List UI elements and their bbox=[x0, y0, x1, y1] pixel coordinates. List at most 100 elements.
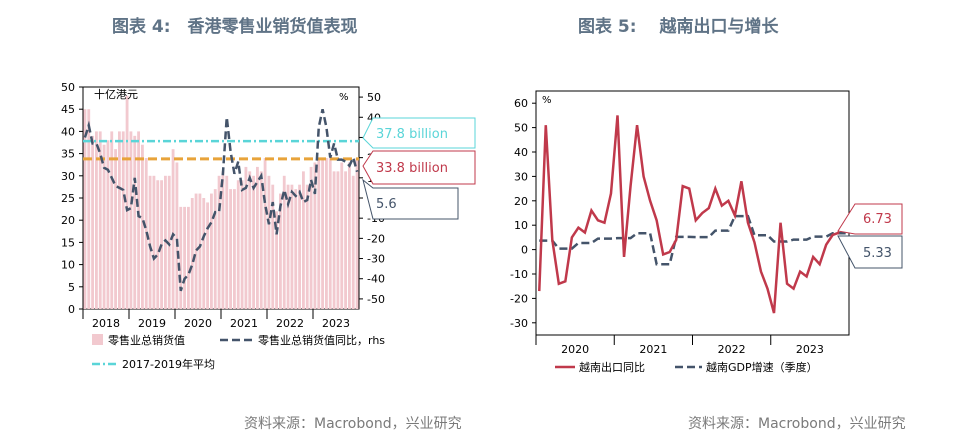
hk-left-tick-label: 45 bbox=[61, 103, 75, 116]
vn-y-tick-label: 40 bbox=[514, 146, 528, 159]
hk-bar bbox=[156, 180, 160, 309]
legend-avg: 2017-2019年平均 bbox=[122, 357, 215, 371]
hk-right-tick-label: -50 bbox=[367, 293, 385, 306]
hk-left-tick-label: 5 bbox=[68, 281, 75, 294]
chart-title-hk-retail: 图表 4: 香港零售业销货值表现 bbox=[112, 17, 358, 37]
vn-legend: 越南出口同比 越南GDP增速（季度） bbox=[555, 360, 818, 374]
chart-title-vn-export: 图表 5: 越南出口与增长 bbox=[578, 17, 779, 37]
hk-bar bbox=[87, 109, 91, 309]
hk-bar bbox=[236, 180, 240, 309]
hk-bar bbox=[229, 189, 232, 309]
hk-left-tick-label: 25 bbox=[61, 192, 75, 205]
vn-year-label: 2023 bbox=[796, 343, 824, 356]
source-note-left: 资料来源：Macrobond，兴业研究 bbox=[244, 416, 462, 432]
hk-x-axis-labels: 2018 2019 2020 2021 2022 2023 bbox=[82, 309, 350, 330]
vn-y-tick-label: 0 bbox=[521, 244, 528, 257]
callout-37-8: 37.8 billion bbox=[376, 127, 448, 142]
hk-bar bbox=[325, 158, 328, 309]
hk-bar bbox=[152, 175, 156, 309]
hk-year-label: 2018 bbox=[92, 317, 120, 330]
hk-bar bbox=[167, 175, 171, 309]
hk-left-tick-label: 50 bbox=[61, 81, 75, 94]
hk-legend: 零售业总销货值 零售业总销货值同比，rhs 2017-2019年平均 bbox=[92, 333, 385, 371]
hk-bar bbox=[252, 175, 255, 309]
hk-bar bbox=[290, 184, 294, 309]
callout-6-73: 6.73 bbox=[863, 212, 892, 227]
legend-yoy: 零售业总销货值同比，rhs bbox=[258, 333, 385, 347]
hk-right-tick-label: -20 bbox=[367, 232, 385, 245]
hk-bar bbox=[213, 189, 217, 309]
hk-bar bbox=[317, 158, 321, 309]
hk-bar bbox=[294, 189, 298, 309]
hk-right-tick-label: 50 bbox=[367, 91, 381, 104]
hk-bar bbox=[137, 131, 140, 309]
hk-bar bbox=[305, 184, 309, 309]
vn-y-tick-label: 60 bbox=[514, 97, 528, 110]
vn-y-tick-label: 10 bbox=[514, 219, 528, 232]
hk-bar bbox=[221, 171, 225, 309]
vn-gdp-line bbox=[539, 214, 846, 266]
hk-bar bbox=[110, 131, 114, 309]
hk-right-unit: % bbox=[339, 92, 349, 103]
hk-bar bbox=[102, 144, 106, 309]
hk-bar bbox=[217, 175, 221, 309]
hk-left-tick-label: 15 bbox=[61, 236, 75, 249]
hk-bar bbox=[279, 193, 282, 309]
vn-y-tick-label: 20 bbox=[514, 195, 528, 208]
vn-plot-frame bbox=[535, 90, 850, 336]
legend-bars: 零售业总销货值 bbox=[108, 333, 185, 347]
hk-bar bbox=[202, 198, 206, 309]
hk-left-tick-label: 0 bbox=[68, 303, 75, 316]
hk-callout-last-yoy: 5.6 bbox=[362, 178, 459, 220]
hk-bar bbox=[183, 206, 186, 309]
hk-bar bbox=[321, 158, 324, 309]
hk-bar bbox=[114, 149, 117, 309]
hk-bar bbox=[187, 206, 190, 309]
hk-bar bbox=[286, 184, 290, 309]
hk-bar bbox=[198, 193, 202, 309]
hk-bar bbox=[244, 166, 248, 309]
hk-left-axis-ticks: 0 5 10 15 20 25 30 35 40 45 50 bbox=[61, 81, 83, 316]
hk-bar bbox=[313, 162, 317, 309]
hk-bar bbox=[275, 211, 278, 309]
hk-bar bbox=[248, 171, 252, 309]
hk-left-tick-label: 35 bbox=[61, 148, 75, 161]
hk-bar bbox=[271, 184, 275, 309]
hk-right-tick-label: -30 bbox=[367, 253, 385, 266]
hk-left-tick-label: 10 bbox=[61, 259, 75, 272]
vn-y-tick-label: -30 bbox=[510, 317, 528, 330]
callout-5-33: 5.33 bbox=[863, 246, 892, 261]
legend-swatch-bars bbox=[92, 334, 103, 345]
hk-bar bbox=[95, 131, 98, 309]
hk-left-tick-label: 20 bbox=[61, 214, 75, 227]
hk-bar bbox=[267, 175, 271, 309]
hk-bar bbox=[233, 189, 236, 309]
callout-5-6: 5.6 bbox=[376, 197, 397, 212]
hk-bar bbox=[282, 175, 286, 309]
hk-bar bbox=[179, 206, 183, 309]
hk-bar bbox=[336, 171, 340, 309]
hk-bar bbox=[340, 162, 344, 309]
hk-left-tick-label: 40 bbox=[61, 125, 75, 138]
callout-33-8: 33.8 billion bbox=[376, 161, 448, 176]
hk-bar bbox=[344, 171, 347, 309]
hk-bar bbox=[206, 202, 209, 309]
legend-export: 越南出口同比 bbox=[579, 360, 645, 374]
hk-bar bbox=[133, 135, 137, 309]
hk-average-lines bbox=[83, 139, 359, 161]
hk-bar bbox=[91, 135, 94, 309]
hk-left-tick-label: 30 bbox=[61, 170, 75, 183]
hk-bar bbox=[351, 175, 355, 309]
hk-bar bbox=[98, 131, 102, 309]
hk-bar bbox=[240, 180, 244, 309]
legend-gdp: 越南GDP增速（季度） bbox=[706, 360, 818, 374]
hk-year-label: 2019 bbox=[138, 317, 166, 330]
hk-bar bbox=[190, 198, 194, 309]
hk-bar bbox=[328, 158, 332, 309]
hk-bar bbox=[332, 171, 336, 309]
hk-bar bbox=[125, 95, 129, 309]
hk-bar bbox=[259, 171, 263, 309]
hk-bar bbox=[83, 109, 87, 309]
vn-callout-gdp: 5.33 bbox=[837, 235, 903, 269]
hk-left-unit: 十亿港元 bbox=[94, 87, 138, 101]
